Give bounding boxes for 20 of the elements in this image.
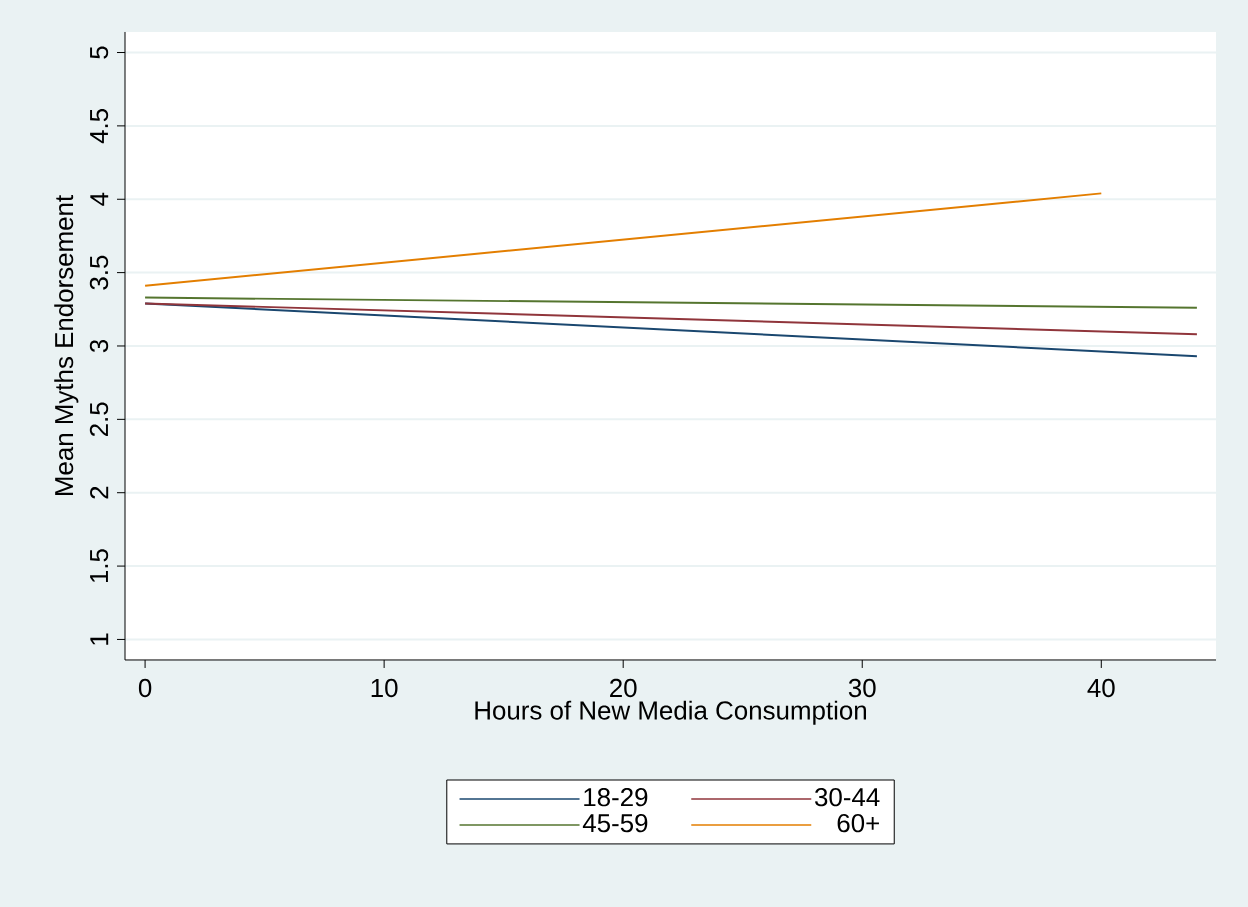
y-tick-label: 4.5: [90, 108, 109, 144]
legend-label: 60+: [837, 813, 879, 833]
legend-label: 45-59: [582, 813, 648, 833]
x-tick-label: 10: [371, 678, 398, 698]
x-axis-title: Hours of New Media Consumption: [475, 700, 866, 725]
legend-label: 30-44: [814, 787, 880, 807]
y-tick-label: 5: [90, 46, 109, 59]
y-tick-label: 3.5: [89, 255, 109, 290]
x-tick-label: 20: [610, 678, 637, 698]
y-tick-label: 3: [89, 339, 109, 353]
y-axis-title: Mean Myths Endorsement: [54, 195, 79, 496]
y-tick-label: 4: [90, 192, 109, 206]
x-tick-label: 30: [848, 678, 876, 698]
x-tick-label: 0: [138, 678, 152, 698]
y-tick-label: 2.5: [89, 402, 109, 437]
x-tick-label: 40: [1087, 678, 1115, 698]
y-tick-label: 2: [90, 486, 109, 499]
y-tick-label: 1.5: [90, 549, 109, 583]
legend-label: 18-29: [584, 787, 648, 807]
y-tick-label: 1: [90, 633, 109, 645]
